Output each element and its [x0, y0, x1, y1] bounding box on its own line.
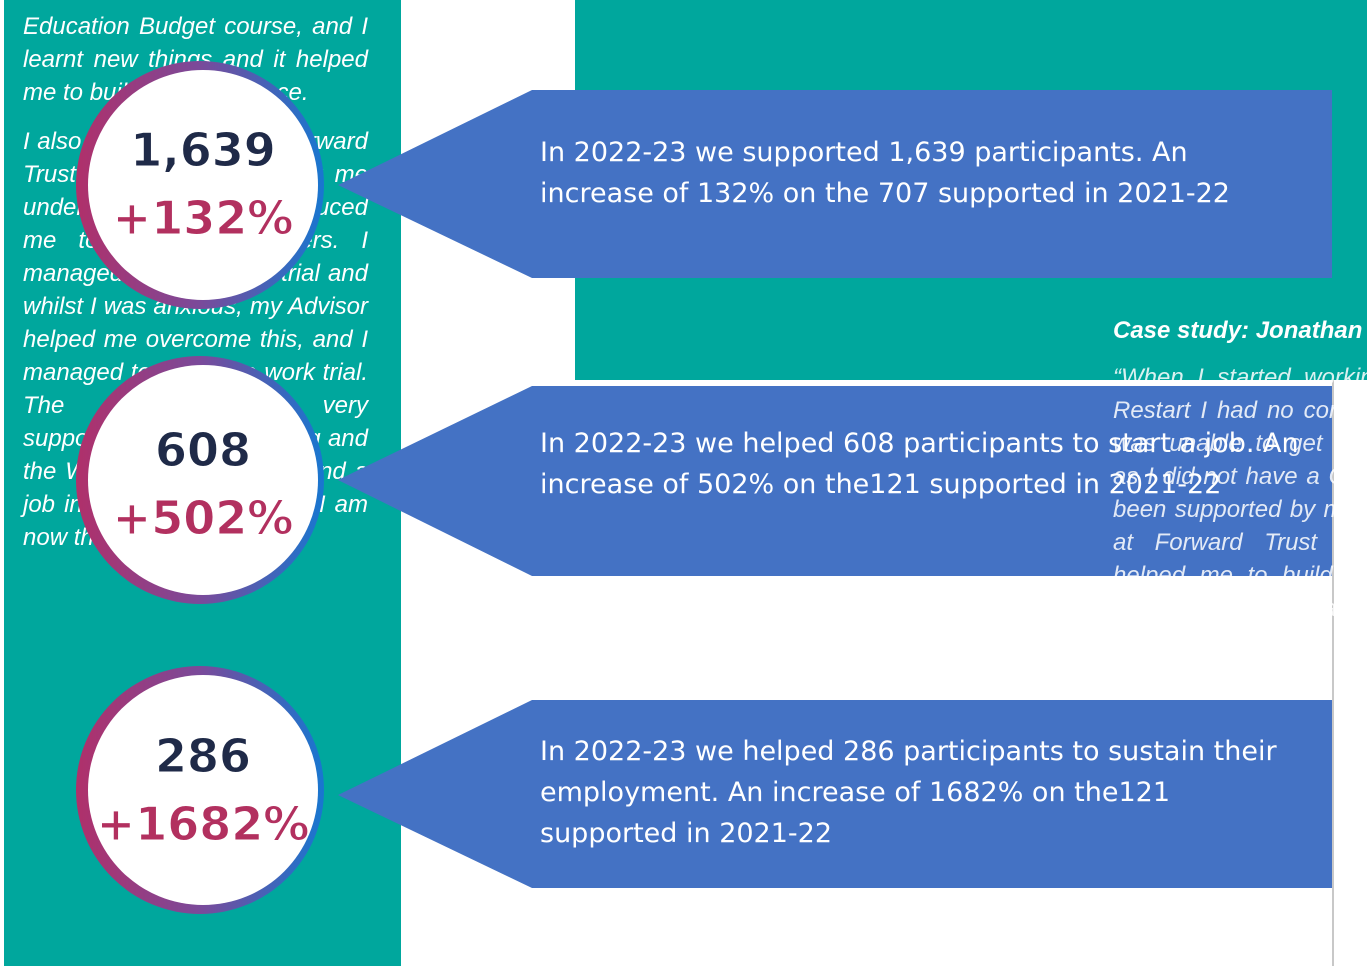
callout: [338, 700, 1332, 888]
case-study-text: “When I started working with Restart I h…: [1113, 364, 1367, 655]
stat-text: In 2022-23 we helped 608 participants to…: [540, 428, 1299, 500]
case-study: Case study: Jonathan “When I started wor…: [1113, 314, 1367, 746]
stat-change: +132%: [112, 191, 294, 246]
case-study-body: Case study: Jonathan “When I started wor…: [1113, 314, 1367, 658]
divider: [1332, 380, 1334, 966]
stat-number: 286: [154, 729, 252, 784]
stat-change: +1682%: [96, 797, 310, 852]
stat-number: 608: [154, 423, 252, 478]
callout: [338, 386, 1332, 576]
stat-text: In 2022-23 we supported 1,639 participan…: [540, 137, 1230, 209]
stat-text: In 2022-23 we helped 286 participants to…: [540, 736, 1277, 849]
callout: [338, 90, 1332, 278]
stat-number: 1,639: [130, 123, 277, 178]
stat-change: +502%: [112, 491, 294, 546]
circle: [88, 70, 318, 300]
case-study-title: Case study: Jonathan: [1113, 317, 1363, 344]
circle: [88, 365, 318, 595]
circle: [88, 675, 318, 905]
